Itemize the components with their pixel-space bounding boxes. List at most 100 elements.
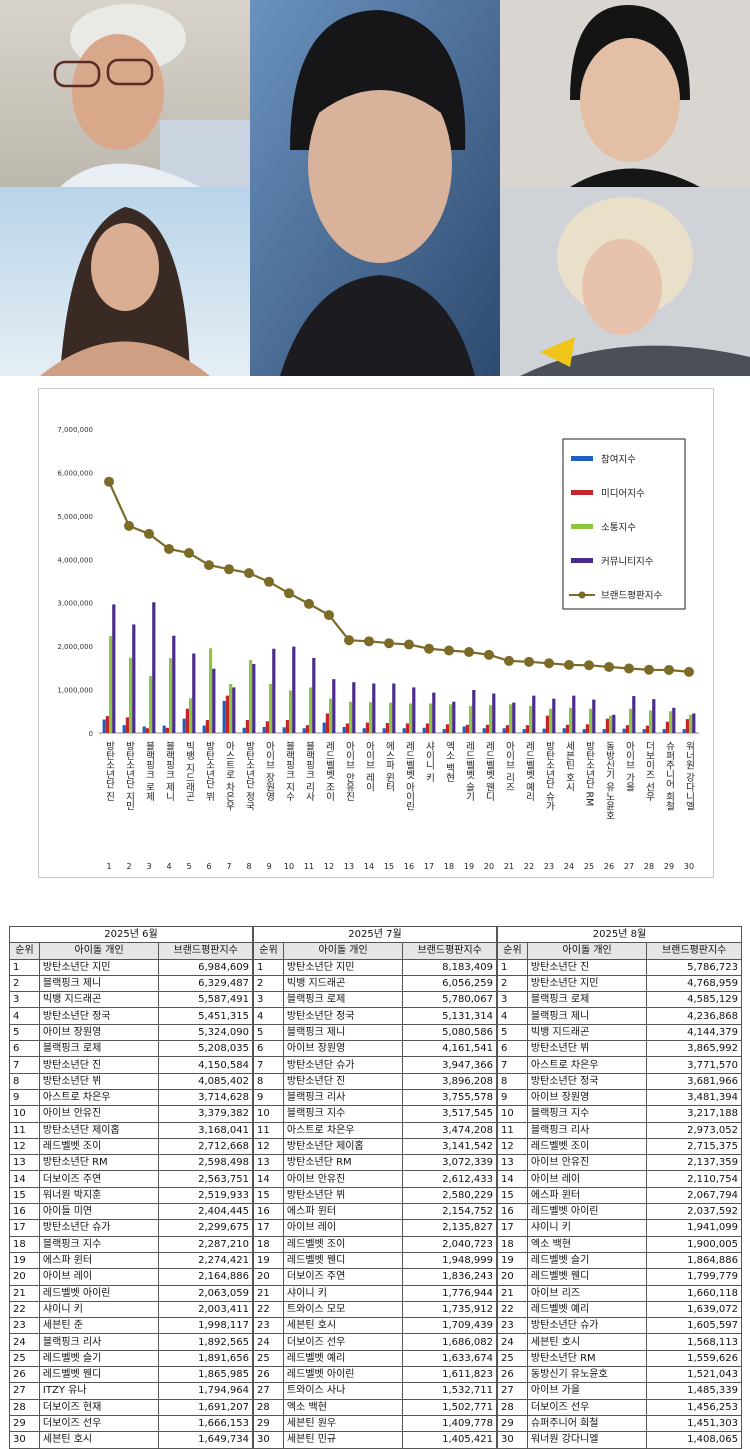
rank-cell: 9 bbox=[253, 1088, 284, 1107]
legend-swatch bbox=[571, 456, 593, 461]
bar-2-15 bbox=[385, 723, 389, 733]
bar-4-24 bbox=[572, 695, 576, 733]
table-row: 2 방탄소년단 지민 4,768,959 bbox=[497, 974, 742, 993]
bar-3-26 bbox=[609, 715, 613, 733]
idol-name-cell: 레드벨벳 웬디 bbox=[38, 1366, 160, 1384]
rank-cell: 19 bbox=[497, 1251, 528, 1270]
table-row: 13 아이브 안유진 2,137,359 bbox=[497, 1154, 742, 1172]
rank-cell: 28 bbox=[9, 1398, 40, 1416]
bar-1-25 bbox=[582, 729, 586, 733]
x-rank-label: 17 bbox=[424, 862, 434, 871]
y-tick-label: 5,000,000 bbox=[57, 513, 93, 521]
bar-3-4 bbox=[169, 658, 173, 733]
x-rank-label: 25 bbox=[584, 862, 594, 871]
idol-name-cell: 방탄소년단 지민 bbox=[38, 958, 160, 976]
rank-cell: 8 bbox=[9, 1072, 40, 1090]
table-row: 4 블랙핑크 제니 4,236,868 bbox=[497, 1007, 742, 1025]
brand-index-point-21 bbox=[504, 655, 514, 666]
idol-name-cell: 방탄소년단 정국 bbox=[38, 1007, 160, 1025]
legend-label: 브랜드평판지수 bbox=[601, 591, 662, 602]
table-row: 15 방탄소년단 뷔 2,580,229 bbox=[253, 1186, 497, 1205]
idol-name-cell: 방탄소년단 지민 bbox=[526, 974, 648, 993]
brand-index-cell: 2,110,754 bbox=[646, 1170, 742, 1188]
table-row: 25 레드벨벳 슬기 1,891,656 bbox=[9, 1349, 253, 1368]
x-category-label: 워너원 강다니엘 bbox=[684, 741, 695, 811]
rank-cell: 7 bbox=[497, 1056, 528, 1074]
bar-2-16 bbox=[405, 723, 409, 733]
brand-index-point-4 bbox=[164, 543, 174, 554]
rank-cell: 1 bbox=[253, 958, 284, 976]
idol-name-cell: 세븐틴 호시 bbox=[282, 1317, 404, 1335]
brand-index-point-18 bbox=[444, 645, 454, 656]
idol-name-cell: 더보이즈 주연 bbox=[38, 1170, 160, 1188]
table-row: 10 아이브 안유진 3,379,382 bbox=[9, 1105, 253, 1123]
bar-2-5 bbox=[185, 708, 189, 733]
table-row: 4 방탄소년단 정국 5,131,314 bbox=[253, 1007, 497, 1025]
brand-index-cell: 2,154,752 bbox=[402, 1203, 497, 1221]
rank-cell: 14 bbox=[497, 1170, 528, 1188]
idol-name-cell: 레드벨벳 아이린 bbox=[38, 1284, 160, 1302]
bar-4-29 bbox=[672, 707, 676, 733]
x-category-label: 엑소 백현 bbox=[444, 740, 455, 782]
bar-2-6 bbox=[205, 719, 209, 733]
rank-cell: 30 bbox=[253, 1431, 284, 1449]
rank-cell: 4 bbox=[9, 1007, 40, 1025]
brand-index-cell: 5,451,315 bbox=[158, 1007, 253, 1025]
bar-1-8 bbox=[242, 727, 246, 733]
brand-index-cell: 1,408,065 bbox=[646, 1431, 742, 1449]
table-row: 30 세븐틴 민규 1,405,421 bbox=[253, 1431, 497, 1449]
table-row: 29 더보이즈 선우 1,666,153 bbox=[9, 1414, 253, 1433]
x-category-label: 아이브 안유진 bbox=[344, 741, 355, 801]
brand-index-cell: 4,085,402 bbox=[158, 1072, 253, 1090]
rank-cell: 1 bbox=[497, 958, 528, 976]
idol-name-cell: 레드벨벳 아이린 bbox=[282, 1366, 404, 1384]
brand-index-cell: 1,456,253 bbox=[646, 1398, 742, 1416]
brand-index-cell: 5,208,035 bbox=[158, 1040, 253, 1058]
rank-cell: 3 bbox=[9, 991, 40, 1009]
bar-3-27 bbox=[629, 708, 633, 733]
idol-name-cell: 샤이니 키 bbox=[38, 1300, 160, 1319]
brand-index-cell: 1,691,207 bbox=[158, 1398, 253, 1416]
idol-name-cell: 방탄소년단 RM bbox=[38, 1154, 160, 1172]
portrait-photo-center bbox=[250, 0, 500, 376]
rank-cell: 2 bbox=[497, 974, 528, 993]
brand-index-cell: 1,485,339 bbox=[646, 1382, 742, 1400]
table-row: 5 빅뱅 지드래곤 4,144,379 bbox=[497, 1023, 742, 1042]
rank-cell: 28 bbox=[497, 1398, 528, 1416]
table-row: 13 방탄소년단 RM 3,072,339 bbox=[253, 1154, 497, 1172]
brand-index-cell: 3,481,394 bbox=[646, 1088, 742, 1107]
table-row: 2 블랙핑크 제니 6,329,487 bbox=[9, 974, 253, 993]
bar-1-18 bbox=[442, 729, 446, 733]
bar-2-2 bbox=[125, 717, 129, 733]
rank-cell: 12 bbox=[253, 1137, 284, 1156]
brand-index-point-19 bbox=[464, 647, 474, 658]
bar-2-12 bbox=[325, 713, 329, 733]
brand-index-cell: 3,517,545 bbox=[402, 1105, 497, 1123]
rank-cell: 26 bbox=[497, 1366, 528, 1384]
bar-2-17 bbox=[425, 723, 429, 733]
brand-index-cell: 4,144,379 bbox=[646, 1023, 742, 1042]
bar-3-3 bbox=[149, 676, 153, 733]
idol-name-cell: 세븐틴 호시 bbox=[38, 1431, 160, 1449]
idol-name-cell: 워너원 박지훈 bbox=[38, 1186, 160, 1205]
idol-name-cell: 아이브 레이 bbox=[282, 1219, 404, 1237]
table-row: 11 방탄소년단 제이홉 3,168,041 bbox=[9, 1121, 253, 1139]
bar-2-27 bbox=[625, 725, 629, 733]
x-category-label: 방탄소년단 뷔 bbox=[204, 741, 215, 802]
idol-name-cell: 블랙핑크 리사 bbox=[282, 1088, 404, 1107]
x-category-label: 아이브 장원영 bbox=[264, 741, 275, 801]
table-month-header: 2025년 7월 bbox=[253, 925, 497, 944]
column-header: 아이돌 개인 bbox=[526, 942, 648, 960]
column-header: 순위 bbox=[253, 942, 284, 960]
rank-cell: 21 bbox=[9, 1284, 40, 1302]
x-rank-label: 4 bbox=[166, 862, 171, 871]
brand-index-cell: 3,896,208 bbox=[402, 1072, 497, 1090]
bar-3-25 bbox=[589, 708, 593, 733]
idol-name-cell: 샤이니 키 bbox=[282, 1284, 404, 1302]
bar-4-23 bbox=[552, 698, 556, 733]
rank-cell: 6 bbox=[253, 1040, 284, 1058]
rank-cell: 23 bbox=[497, 1317, 528, 1335]
table-row: 2 빅뱅 지드래곤 6,056,259 bbox=[253, 974, 497, 993]
brand-index-cell: 8,183,409 bbox=[402, 958, 497, 976]
bar-4-7 bbox=[232, 687, 236, 733]
